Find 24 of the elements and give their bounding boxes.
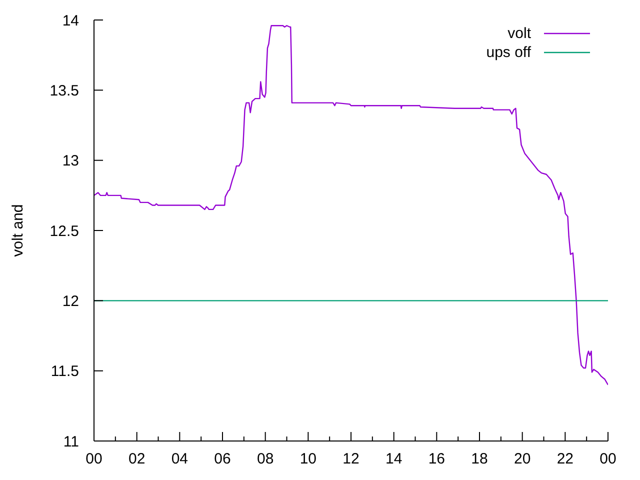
y-tick-label: 11 <box>63 433 79 450</box>
x-tick-label: 10 <box>300 450 317 468</box>
x-tick-label: 00 <box>600 450 616 468</box>
y-tick-label: 13.5 <box>50 82 79 100</box>
x-tick-label: 04 <box>171 450 188 468</box>
y-tick-label: 14 <box>62 12 79 30</box>
x-tick-label: 06 <box>214 450 231 468</box>
y-tick-label: 12 <box>62 292 79 310</box>
line-series <box>94 25 608 386</box>
legend-label: ups off <box>486 43 531 62</box>
y-tick-label: 13 <box>62 152 79 170</box>
x-tick-label: 20 <box>514 450 531 468</box>
x-tick-label: 18 <box>471 450 488 468</box>
x-tick-label: 02 <box>128 450 146 468</box>
legend-label: volt <box>508 24 531 43</box>
x-tick-label: 00 <box>86 450 102 468</box>
x-tick-label: 08 <box>256 450 274 468</box>
x-tick-label: 22 <box>556 450 574 468</box>
x-tick-label: 16 <box>428 450 446 468</box>
x-tick-label: 12 <box>342 450 360 468</box>
y-axis-title: volt and <box>9 204 26 257</box>
y-tick-label: 12.5 <box>50 222 79 240</box>
y-tick-label: 11.5 <box>50 363 79 380</box>
x-tick-label: 14 <box>385 450 402 468</box>
